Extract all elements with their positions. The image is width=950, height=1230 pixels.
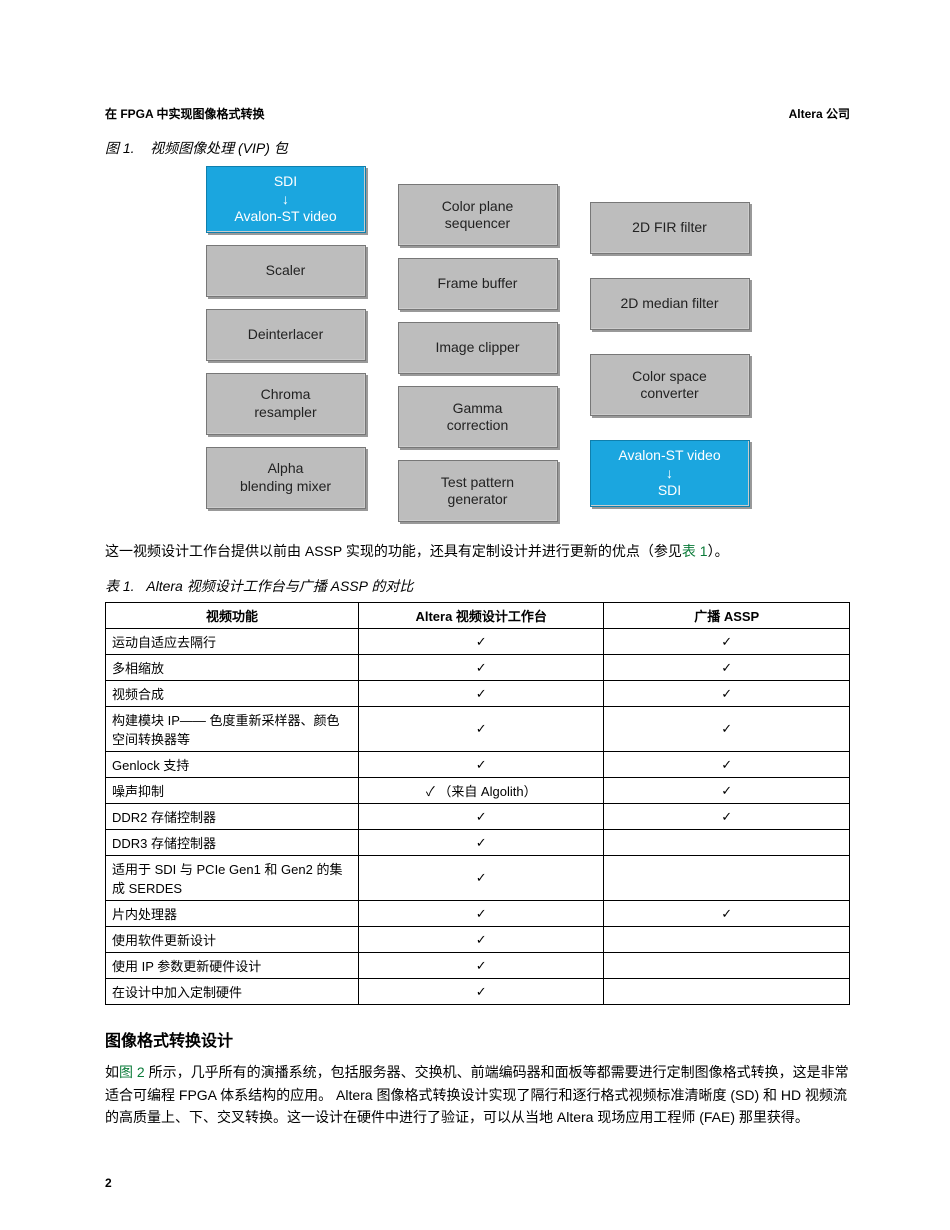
table-cell-assp: ✓ bbox=[604, 707, 850, 752]
table-row: 在设计中加入定制硬件✓ bbox=[106, 979, 850, 1005]
table-cell-assp: ✓ bbox=[604, 752, 850, 778]
table-title: Altera 视频设计工作台与广播 ASSP 的对比 bbox=[146, 578, 413, 594]
table-cell-feature: 适用于 SDI 与 PCIe Gen1 和 Gen2 的集成 SERDES bbox=[106, 856, 359, 901]
table-cell-assp: ✓ bbox=[604, 901, 850, 927]
diagram-box: Chroma resampler bbox=[206, 373, 366, 435]
header-right: Altera 公司 bbox=[789, 105, 850, 122]
section-body-a: 如 bbox=[105, 1064, 119, 1080]
table-cell-feature: DDR3 存储控制器 bbox=[106, 830, 359, 856]
figure-label: 图 1. bbox=[105, 140, 135, 156]
table-row: 使用软件更新设计✓ bbox=[106, 927, 850, 953]
table-cell-feature: 多相缩放 bbox=[106, 655, 359, 681]
table-cell-feature: DDR2 存储控制器 bbox=[106, 804, 359, 830]
diagram-col-1: SDI ↓ Avalon-ST video Scaler Deinterlacer C… bbox=[206, 166, 366, 509]
diagram-box: Avalon-ST video ↓ SDI bbox=[590, 440, 750, 507]
section-body-b: 所示，几乎所有的演播系统，包括服务器、交换机、前端编码器和面板等都需要进行定制图… bbox=[105, 1064, 849, 1125]
intro-paragraph: 这一视频设计工作台提供以前由 ASSP 实现的功能，还具有定制设计并进行更新的优… bbox=[105, 540, 850, 562]
table-label: 表 1. bbox=[105, 578, 135, 594]
table-row: DDR2 存储控制器✓✓ bbox=[106, 804, 850, 830]
figure-caption: 图 1. 视频图像处理 (VIP) 包 bbox=[105, 138, 850, 158]
diagram-col-2: Color plane sequencer Frame buffer Image c… bbox=[398, 184, 558, 522]
diagram-box: Color plane sequencer bbox=[398, 184, 558, 246]
diagram-box: 2D median filter bbox=[590, 278, 750, 330]
table-row: 视频合成✓✓ bbox=[106, 681, 850, 707]
table-header-2: Altera 视频设计工作台 bbox=[358, 603, 604, 629]
header-left: 在 FPGA 中实现图像格式转换 bbox=[105, 105, 265, 122]
table-cell-feature: 视频合成 bbox=[106, 681, 359, 707]
diagram-box: Test pattern generator bbox=[398, 460, 558, 522]
diagram-box: Deinterlacer bbox=[206, 309, 366, 361]
table-cell-altera: ✓ bbox=[358, 953, 604, 979]
table-cell-feature: 片内处理器 bbox=[106, 901, 359, 927]
table-1-link[interactable]: 表 1 bbox=[682, 543, 708, 559]
table-cell-altera: ✓ bbox=[358, 856, 604, 901]
page-number: 2 bbox=[105, 1176, 112, 1190]
table-cell-assp: ✓ bbox=[604, 681, 850, 707]
table-row: 运动自适应去隔行✓✓ bbox=[106, 629, 850, 655]
table-caption: 表 1. Altera 视频设计工作台与广播 ASSP 的对比 bbox=[105, 576, 850, 596]
table-row: 噪声抑制✓ （来自 Algolith）✓ bbox=[106, 778, 850, 804]
table-row: 使用 IP 参数更新硬件设计✓ bbox=[106, 953, 850, 979]
table-row: 片内处理器✓✓ bbox=[106, 901, 850, 927]
intro-text-b: ）。 bbox=[708, 543, 729, 559]
table-cell-altera: ✓ bbox=[358, 655, 604, 681]
diagram-col-3: 2D FIR filter 2D median filter Color space… bbox=[590, 202, 750, 507]
section-body: 如图 2 所示，几乎所有的演播系统，包括服务器、交换机、前端编码器和面板等都需要… bbox=[105, 1061, 850, 1128]
table-cell-altera: ✓ bbox=[358, 752, 604, 778]
diagram-box: Gamma correction bbox=[398, 386, 558, 448]
diagram-box: Scaler bbox=[206, 245, 366, 297]
vip-diagram: SDI ↓ Avalon-ST video Scaler Deinterlacer C… bbox=[105, 166, 850, 522]
table-cell-feature: Genlock 支持 bbox=[106, 752, 359, 778]
table-cell-assp bbox=[604, 953, 850, 979]
table-header-3: 广播 ASSP bbox=[604, 603, 850, 629]
table-row: DDR3 存储控制器✓ bbox=[106, 830, 850, 856]
table-cell-assp: ✓ bbox=[604, 804, 850, 830]
table-row: Genlock 支持✓✓ bbox=[106, 752, 850, 778]
diagram-box: Frame buffer bbox=[398, 258, 558, 310]
figure-title: 视频图像处理 (VIP) 包 bbox=[150, 140, 288, 156]
table-cell-feature: 运动自适应去隔行 bbox=[106, 629, 359, 655]
table-cell-assp: ✓ bbox=[604, 778, 850, 804]
intro-text-a: 这一视频设计工作台提供以前由 ASSP 实现的功能，还具有定制设计并进行更新的优… bbox=[105, 543, 682, 559]
table-cell-altera: ✓ bbox=[358, 901, 604, 927]
diagram-box: Image clipper bbox=[398, 322, 558, 374]
table-cell-assp bbox=[604, 856, 850, 901]
table-cell-feature: 噪声抑制 bbox=[106, 778, 359, 804]
comparison-table: 视频功能 Altera 视频设计工作台 广播 ASSP 运动自适应去隔行✓✓多相… bbox=[105, 602, 850, 1005]
diagram-box: Alpha blending mixer bbox=[206, 447, 366, 509]
table-cell-assp: ✓ bbox=[604, 629, 850, 655]
table-cell-altera: ✓ bbox=[358, 979, 604, 1005]
table-cell-feature: 使用 IP 参数更新硬件设计 bbox=[106, 953, 359, 979]
table-row: 多相缩放✓✓ bbox=[106, 655, 850, 681]
table-cell-feature: 使用软件更新设计 bbox=[106, 927, 359, 953]
diagram-box: Color space converter bbox=[590, 354, 750, 416]
table-cell-altera: ✓ （来自 Algolith） bbox=[358, 778, 604, 804]
section-heading: 图像格式转换设计 bbox=[105, 1027, 850, 1051]
table-cell-altera: ✓ bbox=[358, 804, 604, 830]
table-cell-assp bbox=[604, 927, 850, 953]
diagram-box: SDI ↓ Avalon-ST video bbox=[206, 166, 366, 233]
table-cell-feature: 构建模块 IP—— 色度重新采样器、颜色空间转换器等 bbox=[106, 707, 359, 752]
table-cell-altera: ✓ bbox=[358, 681, 604, 707]
table-row: 构建模块 IP—— 色度重新采样器、颜色空间转换器等✓✓ bbox=[106, 707, 850, 752]
diagram-box: 2D FIR filter bbox=[590, 202, 750, 254]
table-cell-assp: ✓ bbox=[604, 655, 850, 681]
table-header-1: 视频功能 bbox=[106, 603, 359, 629]
table-cell-assp bbox=[604, 830, 850, 856]
table-cell-altera: ✓ bbox=[358, 830, 604, 856]
table-cell-altera: ✓ bbox=[358, 707, 604, 752]
table-cell-altera: ✓ bbox=[358, 629, 604, 655]
table-row: 适用于 SDI 与 PCIe Gen1 和 Gen2 的集成 SERDES✓ bbox=[106, 856, 850, 901]
table-cell-assp bbox=[604, 979, 850, 1005]
figure-2-link[interactable]: 图 2 bbox=[119, 1064, 145, 1080]
table-cell-feature: 在设计中加入定制硬件 bbox=[106, 979, 359, 1005]
table-cell-altera: ✓ bbox=[358, 927, 604, 953]
